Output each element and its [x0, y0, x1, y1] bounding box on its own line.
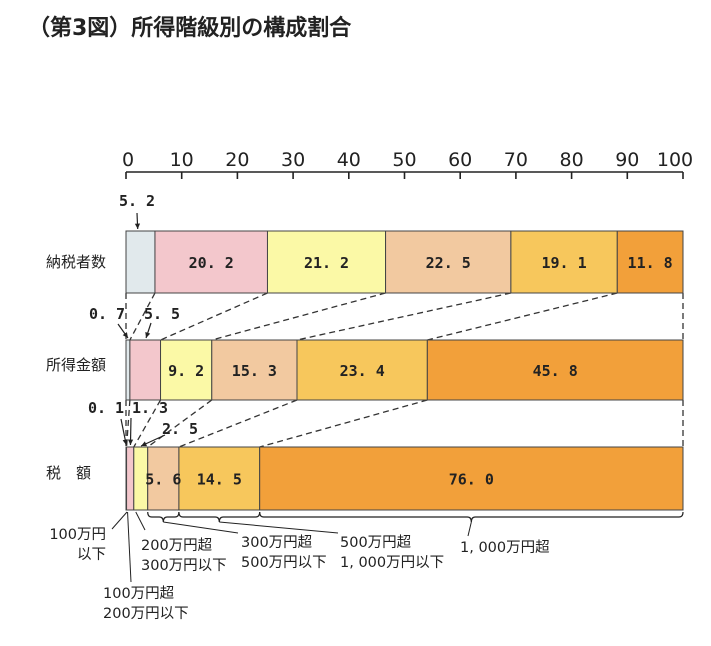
bar-segment	[385, 230, 512, 294]
bracket-leader	[111, 511, 128, 530]
value-label: 21. 2	[304, 254, 349, 272]
arrow-head	[141, 441, 148, 447]
x-tick-label: 50	[392, 149, 416, 171]
bracket	[259, 511, 684, 523]
bar-segment	[154, 230, 268, 294]
value-label: 0. 7	[89, 305, 125, 323]
bracket-leader	[135, 511, 146, 531]
bar-segment	[266, 230, 387, 294]
value-label: 1. 3	[132, 399, 168, 417]
bar-segment	[259, 446, 684, 511]
dashed-connector	[125, 399, 131, 448]
value-label: 5. 2	[119, 192, 155, 210]
arrow-head	[134, 223, 141, 229]
bar-segment	[426, 339, 684, 401]
bracket-label-100-200: 200万円以下	[103, 606, 189, 622]
category-label: 税 額	[46, 464, 91, 482]
bar-segment	[129, 339, 162, 401]
x-tick-label: 30	[281, 149, 305, 171]
arrow-head	[122, 332, 128, 338]
dashed-connector	[296, 292, 512, 341]
x-tick-label: 80	[560, 149, 584, 171]
bar-segment	[616, 230, 684, 294]
bracket-leader	[219, 521, 339, 534]
value-label: 76. 0	[449, 471, 494, 489]
category-label: 所得金額	[46, 356, 106, 374]
dashed-connector	[129, 292, 156, 341]
arrow-head	[127, 439, 134, 445]
x-tick-label: 0	[122, 149, 134, 171]
x-tick-label: 40	[337, 149, 361, 171]
value-label: 22. 5	[426, 254, 471, 272]
bracket-label-200-300: 300万円以下	[141, 558, 227, 574]
bracket-label-200-300: 200万円超	[141, 537, 213, 554]
value-label: 0. 1	[88, 399, 124, 417]
x-tick-label: 20	[225, 149, 249, 171]
bracket	[147, 511, 180, 523]
x-tick-label: 100	[657, 149, 693, 171]
bracket-label-500-1000: 1, 000万円以下	[340, 555, 444, 571]
bar-segment	[510, 230, 618, 294]
dashed-connector	[211, 292, 386, 341]
dashed-connector	[259, 399, 428, 448]
bracket	[178, 511, 261, 523]
x-tick-label: 60	[448, 149, 472, 171]
arrow-head	[122, 439, 128, 445]
bar-segment	[211, 339, 298, 401]
bracket-leader	[127, 511, 132, 583]
bar-segment	[125, 339, 131, 401]
bar-segment	[125, 230, 156, 294]
value-label: 11. 8	[628, 254, 673, 272]
value-label: 23. 4	[340, 362, 385, 380]
x-tick-label: 70	[504, 149, 528, 171]
value-label: 19. 1	[542, 254, 587, 272]
value-label: 45. 8	[533, 362, 578, 380]
x-tick-label: 10	[170, 149, 194, 171]
dashed-connector	[178, 399, 298, 448]
value-label: 20. 2	[189, 254, 234, 272]
value-label: 9. 2	[168, 362, 204, 380]
value-label: 5. 6	[145, 471, 181, 489]
bracket-label-500-1000: 500万円超	[340, 534, 412, 551]
bracket-label-300-500: 500万円以下	[241, 555, 327, 571]
bracket-label-under-100: 以下	[77, 547, 106, 563]
bar-segment	[126, 446, 135, 511]
bracket-leader	[467, 521, 472, 537]
bracket-label-under-100: 100万円	[49, 527, 106, 543]
bar-segment	[160, 339, 213, 401]
x-tick-label: 90	[615, 149, 639, 171]
bracket-label-over-1000: 1, 000万円超	[460, 539, 550, 556]
bar-segment	[296, 339, 428, 401]
value-label: 5. 5	[144, 305, 180, 323]
chart-title: （第3図）所得階級別の構成割合	[28, 16, 352, 41]
dashed-connector	[147, 399, 213, 448]
dashed-connector	[133, 399, 162, 448]
bar-segment	[147, 446, 180, 511]
bracket-label-300-500: 300万円超	[241, 534, 313, 551]
arrow-head	[145, 332, 151, 338]
value-label: 2. 5	[162, 420, 198, 438]
dashed-connector	[427, 292, 618, 341]
value-label: 14. 5	[197, 471, 242, 489]
category-label: 納税者数	[46, 253, 106, 271]
value-label: 15. 3	[232, 362, 277, 380]
bracket-leader	[163, 521, 239, 534]
bracket-label-100-200: 100万円超	[103, 585, 175, 602]
